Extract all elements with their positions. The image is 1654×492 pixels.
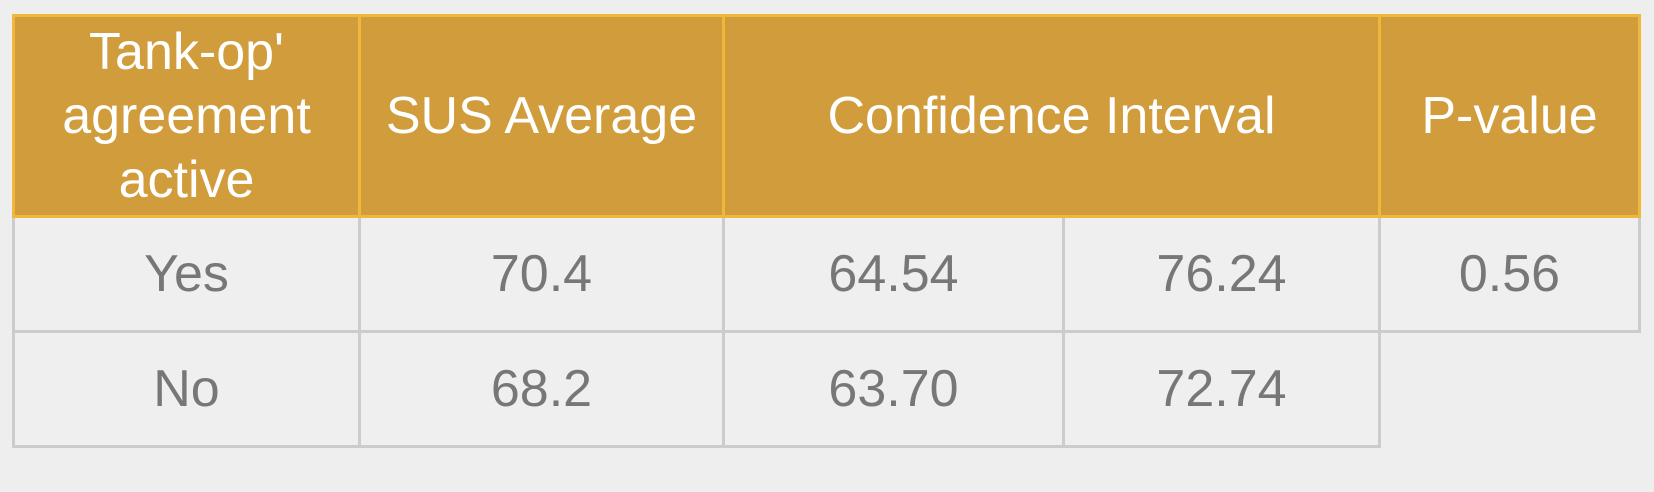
header-confidence-interval: Confidence Interval <box>722 14 1381 218</box>
cell-ci-low: 63.70 <box>722 330 1065 448</box>
results-table-container: Tank-op' agreement active SUS Average Co… <box>12 14 1641 448</box>
cell-ci-high: 72.74 <box>1062 330 1381 448</box>
sus-results-table: Tank-op' agreement active SUS Average Co… <box>12 14 1641 448</box>
header-sus-average: SUS Average <box>358 14 725 218</box>
cell-ci-low: 64.54 <box>722 215 1065 333</box>
header-p-value: P-value <box>1378 14 1641 218</box>
cell-agreement: No <box>12 330 361 448</box>
header-agreement-active: Tank-op' agreement active <box>12 14 361 218</box>
cell-p-value: 0.56 <box>1378 215 1641 333</box>
cell-sus-average: 68.2 <box>358 330 725 448</box>
table-row: No 68.2 63.70 72.74 <box>12 330 1640 448</box>
cell-ci-high: 76.24 <box>1062 215 1381 333</box>
table-header-row: Tank-op' agreement active SUS Average Co… <box>12 14 1641 218</box>
cell-p-value-empty <box>1379 331 1640 447</box>
cell-agreement: Yes <box>12 215 361 333</box>
cell-sus-average: 70.4 <box>358 215 725 333</box>
table-row: Yes 70.4 64.54 76.24 0.56 <box>12 215 1641 333</box>
